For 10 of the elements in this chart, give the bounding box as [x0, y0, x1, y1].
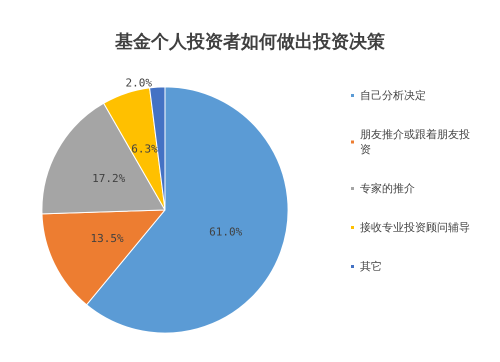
data-label: 2.0% [126, 76, 152, 90]
legend-label: 其它 [360, 260, 382, 273]
chart-title: 基金个人投资者如何做出投资决策 [114, 32, 385, 52]
data-label: 17.2% [92, 172, 126, 186]
legend-label: 朋友推介或跟着朋友投资 [360, 128, 470, 156]
data-label: 61.0% [209, 225, 243, 238]
legend-label: 专家的推介 [360, 182, 415, 195]
legend-label: 自己分析决定 [360, 89, 426, 102]
legend-label: 接收专业投资顾问辅导 [360, 221, 470, 234]
data-label: 13.5% [90, 232, 124, 245]
